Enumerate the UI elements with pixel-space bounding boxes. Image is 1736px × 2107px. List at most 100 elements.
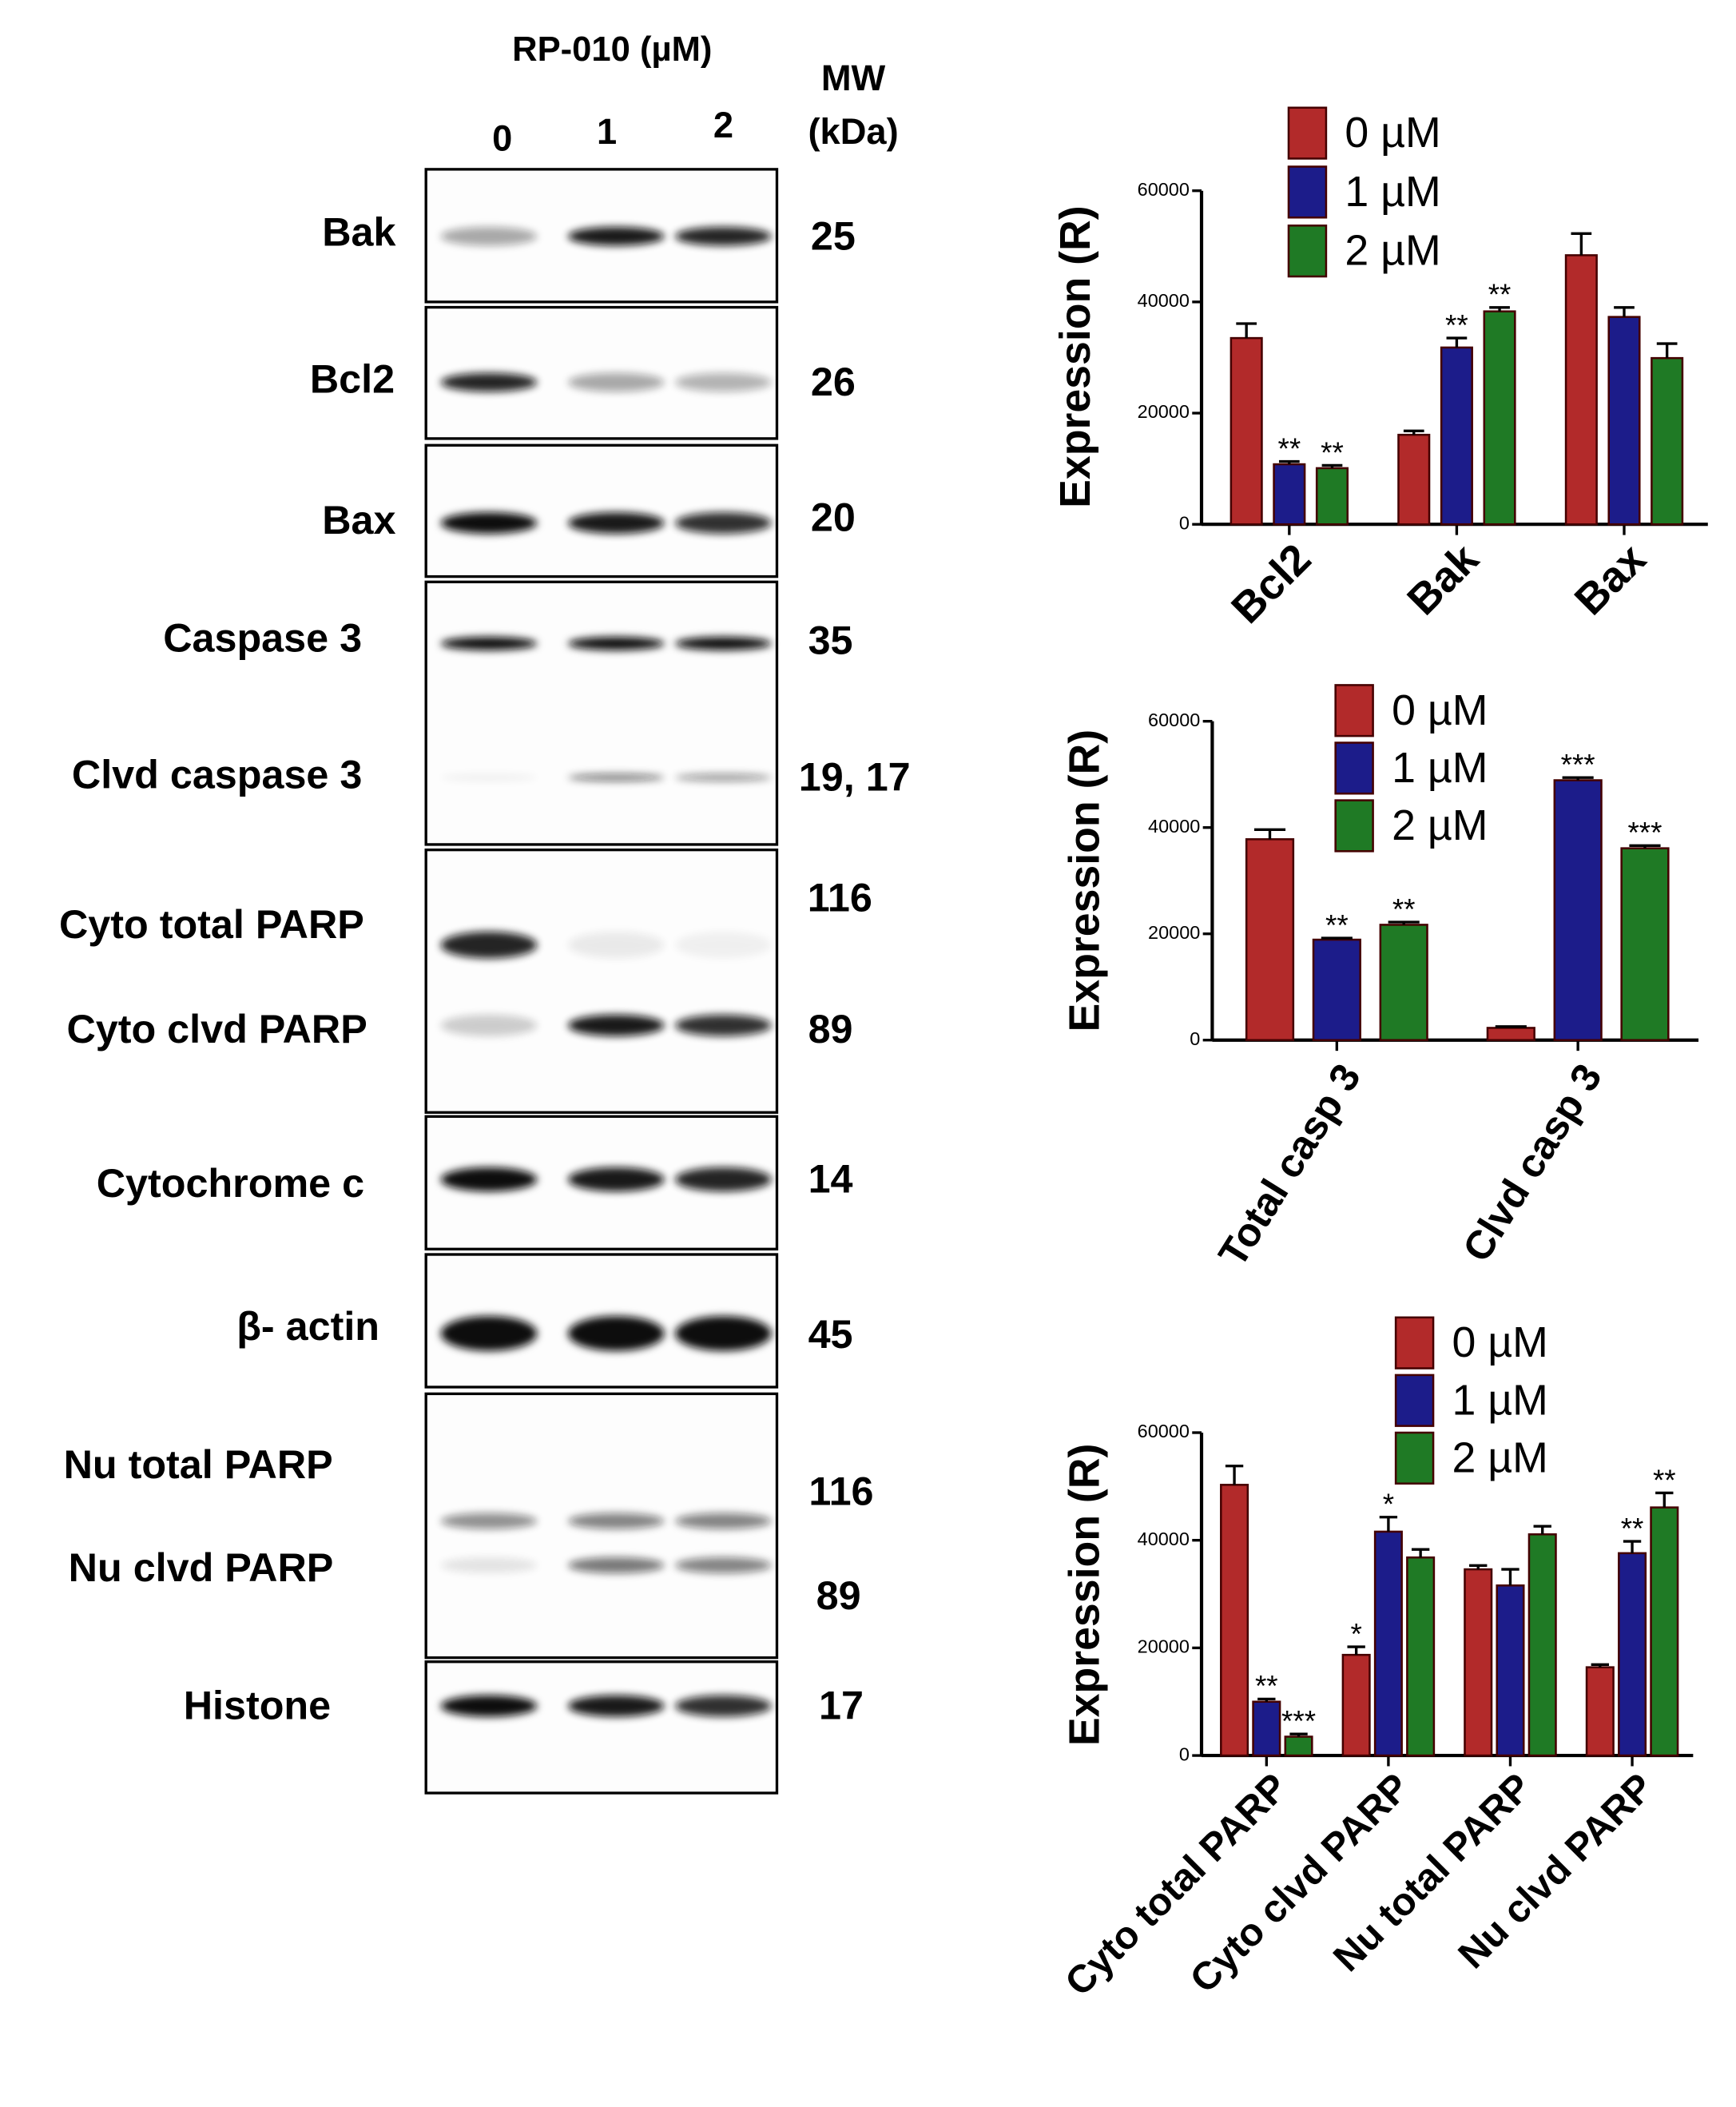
band [567,931,665,959]
bar [1496,1584,1525,1757]
band [440,1316,538,1351]
protein-label: Bak [322,209,396,254]
error-bar [1236,322,1257,339]
band [567,226,665,246]
band [567,1167,665,1192]
x-tick-label: Clvd casp 3 [1453,1055,1610,1269]
legend-label: 1 µM [1392,744,1488,792]
y-tick-label: 60000 [1138,1421,1190,1441]
error-bar [1623,1540,1642,1553]
bar [1373,1530,1403,1757]
significance-label: * [1350,1617,1361,1650]
band [567,1556,665,1574]
x-tick-label: Cyto total PARP [1057,1765,1296,2004]
significance-label: ** [1325,908,1349,941]
bar [1618,1552,1647,1757]
error-bar [1403,429,1424,435]
bar [1273,463,1306,526]
y-tick-label: 20000 [1148,922,1200,943]
bar-chart: 0 20000 40000 60000 Expression (R) Total casp… [1061,684,1699,1274]
mw-label: 116 [808,875,872,920]
bar [1620,847,1670,1041]
legend-swatch [1334,799,1374,853]
x-tick-label: Bak [1398,535,1488,624]
bar [1341,1653,1371,1757]
legend-swatch [1287,165,1328,219]
bar [1650,1506,1679,1757]
error-bar [1469,1564,1488,1570]
y-tick-label: 0 [1179,1743,1190,1764]
error-bar [1225,1465,1244,1485]
blot-panel [424,1660,779,1795]
bar [1245,838,1295,1041]
significance-label: ** [1445,308,1468,341]
significance-label: ** [1392,892,1416,925]
western-blot: RP-010 (µM) 0 1 2 MW (kDa) [492,30,898,159]
significance-label: * [1383,1488,1394,1521]
legend-swatch [1394,1374,1435,1427]
legend-label: 0 µM [1392,686,1488,734]
legend-label: 0 µM [1345,109,1440,157]
mw-label: 17 [819,1683,864,1728]
error-bar [1411,1548,1430,1558]
error-bar [1446,336,1468,348]
protein-label: Cyto total PARP [59,901,364,947]
band [440,931,538,959]
error-bar [1289,1732,1308,1737]
significance-label: ** [1321,436,1344,469]
legend-label: 1 µM [1345,168,1440,216]
error-bar [1562,776,1594,781]
y-tick-label: 40000 [1138,1529,1190,1549]
error-bar [1591,1663,1609,1668]
legend-label: 1 µM [1452,1376,1548,1424]
significance-label: ** [1255,1670,1278,1703]
lane-label: 1 [597,111,617,152]
mw-label: 20 [811,494,856,539]
x-tick-label: Bax [1566,535,1655,624]
band [567,773,665,782]
bar [1406,1556,1436,1757]
band [567,372,665,392]
error-bar [1495,1025,1527,1028]
band [440,1014,538,1036]
band [675,1014,772,1036]
bar [1284,1735,1313,1757]
band [440,1556,538,1574]
band [675,1167,772,1192]
band [675,512,772,534]
band [440,773,538,782]
band [567,637,665,650]
mw-header: (kDa) [808,111,898,152]
band [675,1695,772,1717]
bar [1312,938,1361,1041]
band [567,1513,665,1529]
x-tick-label: Cyto clvd PARP [1182,1765,1417,2001]
protein-label: Bax [322,497,395,543]
error-bar [1489,306,1510,312]
legend-label: 2 µM [1452,1433,1548,1481]
mw-label: 89 [816,1572,861,1618]
error-bar [1655,1491,1674,1508]
blot-panel [424,443,779,578]
error-bar [1388,920,1420,925]
error-bar [1656,342,1678,359]
error-bar [1321,463,1343,468]
bar-chart: 0 20000 40000 60000 Expression (R) Cyto total… [1057,1316,1694,2004]
band [440,512,538,534]
protein-label: Histone [184,1683,331,1728]
bar-chart: 0 20000 40000 60000 Expression (R) Bcl2 Bak Bax… [1051,106,1708,633]
y-axis-label: Expression (R) [1061,729,1109,1032]
protein-label: β- actin [236,1303,379,1349]
bar [1486,1027,1535,1041]
band [567,1014,665,1036]
bar [1553,779,1603,1041]
band [440,1167,538,1192]
bar [1397,433,1431,526]
y-tick-label: 0 [1190,1028,1200,1049]
band [675,637,772,650]
error-bar [1501,1568,1519,1586]
lane-label: 0 [492,118,512,159]
significance-label: ** [1621,1512,1644,1544]
